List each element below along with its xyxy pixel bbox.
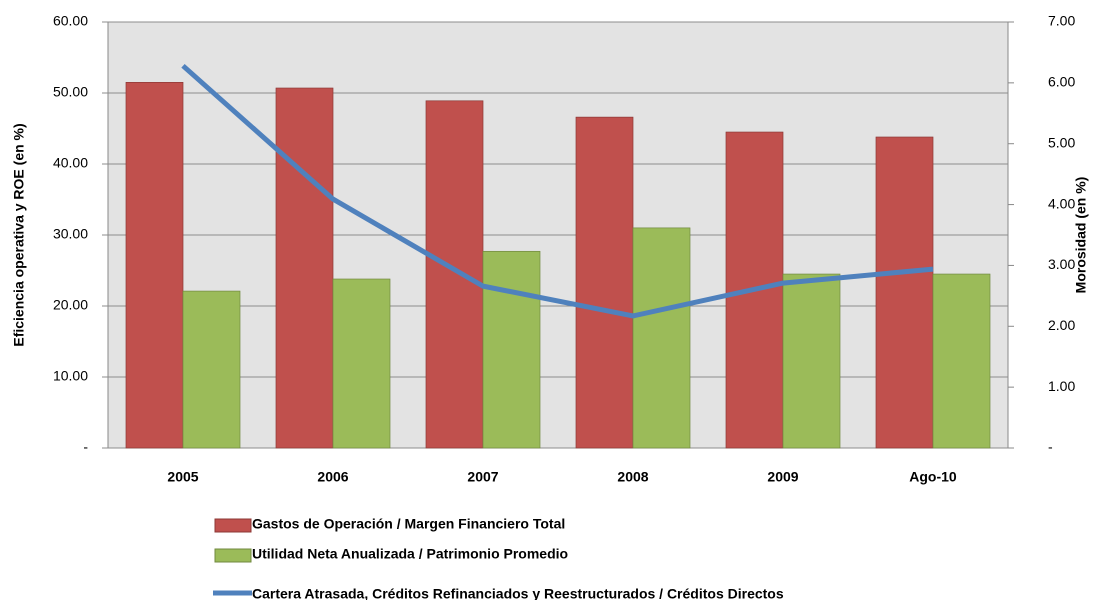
y2-tick-label: 1.00 xyxy=(1048,378,1075,394)
y-tick-label: 30.00 xyxy=(53,226,88,242)
y-tick-label: 60.00 xyxy=(53,13,88,29)
x-tick-label: 2006 xyxy=(317,469,348,485)
x-tick-label: Ago-10 xyxy=(909,469,957,485)
y-tick-label: 20.00 xyxy=(53,297,88,313)
legend-swatch xyxy=(214,548,252,563)
bar xyxy=(632,227,691,449)
y2-tick-label: 6.00 xyxy=(1048,74,1075,90)
bar xyxy=(575,116,634,449)
legend-swatch xyxy=(214,518,252,533)
y2-tick-label: - xyxy=(1048,439,1053,455)
bar xyxy=(782,273,841,449)
y2-tick-label: 5.00 xyxy=(1048,134,1075,150)
bar xyxy=(182,290,241,449)
bar xyxy=(332,278,391,449)
x-tick-label: 2007 xyxy=(467,469,498,485)
legend-label: Utilidad Neta Anualizada / Patrimonio Pr… xyxy=(252,546,568,562)
x-tick-label: 2005 xyxy=(167,469,198,485)
legend-label: Cartera Atrasada, Créditos Refinanciados… xyxy=(252,586,784,600)
y2-tick-label: 7.00 xyxy=(1048,13,1075,29)
bar xyxy=(125,81,184,449)
y2-tick-label: 2.00 xyxy=(1048,317,1075,333)
bar xyxy=(425,100,484,449)
y2-tick-label: 4.00 xyxy=(1048,195,1075,211)
y2-tick-label: 3.00 xyxy=(1048,256,1075,272)
y2-axis-title: Morosidad (en %) xyxy=(1073,177,1089,294)
bar xyxy=(875,136,934,449)
y-tick-label: 50.00 xyxy=(53,84,88,100)
line xyxy=(181,63,934,319)
y-tick-label: 10.00 xyxy=(53,368,88,384)
bar xyxy=(482,250,541,449)
bar xyxy=(932,273,991,449)
x-tick-label: 2009 xyxy=(767,469,798,485)
legend-label: Gastos de Operación / Margen Financiero … xyxy=(252,516,565,532)
y-tick-label: - xyxy=(83,439,88,455)
bar xyxy=(275,87,334,449)
x-tick-label: 2008 xyxy=(617,469,648,485)
y-tick-label: 40.00 xyxy=(53,155,88,171)
y-axis-title: Eficiencia operativa y ROE (en %) xyxy=(11,123,27,346)
